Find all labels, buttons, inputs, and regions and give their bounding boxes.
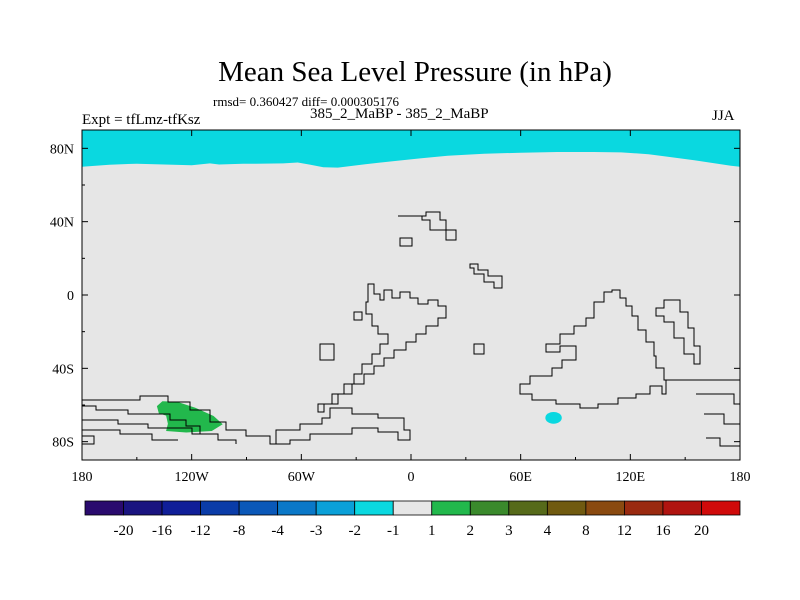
colorbar-swatch bbox=[469, 500, 510, 516]
coastline-arabia bbox=[469, 263, 503, 289]
coastline-island-mid bbox=[319, 343, 335, 361]
colorbar-swatch bbox=[546, 500, 587, 516]
colorbar-label: 4 bbox=[544, 523, 552, 539]
experiment-label: Expt = tfLmz-tfKsz bbox=[82, 112, 201, 128]
shaded-regions bbox=[82, 130, 740, 433]
chart-subtitle: 385_2_MaBP - 385_2_MaBP bbox=[310, 106, 489, 122]
x-axis: 180 120W 60W 0 60E 120E 180 bbox=[72, 130, 751, 485]
x-tick-label: 180 bbox=[72, 470, 93, 485]
region-indian-ocean-patch bbox=[545, 411, 562, 424]
colorbar-label: 16 bbox=[655, 523, 671, 539]
colorbar-label: 2 bbox=[467, 523, 475, 539]
y-tick-label: 0 bbox=[67, 289, 74, 304]
y-axis: 80N 40N 0 40S 80S bbox=[50, 142, 740, 451]
colorbar-label: 12 bbox=[617, 523, 632, 539]
colorbar: -20 -16 -12 -8 -4 -3 -2 -1 1 2 3 4 8 12 16 20 bbox=[84, 500, 741, 539]
colorbar-label: 8 bbox=[582, 523, 590, 539]
colorbar-label: -2 bbox=[348, 523, 361, 539]
y-tick-label: 40N bbox=[50, 216, 74, 231]
colorbar-swatch bbox=[238, 500, 279, 516]
x-tick-label: 180 bbox=[730, 470, 751, 485]
coastline-antarctic-peninsula bbox=[275, 407, 411, 445]
plot-background bbox=[82, 130, 740, 460]
coastline-island-small bbox=[353, 311, 363, 321]
coastline-north-africa bbox=[398, 211, 457, 241]
colorbar-swatch bbox=[277, 500, 317, 516]
x-tick-label: 60W bbox=[288, 470, 316, 485]
y-tick-label: 80N bbox=[50, 142, 74, 157]
colorbar-label: 1 bbox=[428, 523, 436, 539]
coastline-australia bbox=[519, 289, 667, 409]
x-tick-label: 120E bbox=[616, 470, 646, 485]
x-tick-label: 0 bbox=[408, 470, 415, 485]
colorbar-label: 3 bbox=[505, 523, 513, 539]
colorbar-swatch bbox=[662, 500, 702, 516]
colorbar-swatch bbox=[200, 500, 240, 516]
x-tick-label: 120W bbox=[175, 470, 210, 485]
chart-title: Mean Sea Level Pressure (in hPa) bbox=[218, 56, 612, 88]
coastline-africa-lake bbox=[399, 237, 413, 247]
colorbar-swatch bbox=[84, 500, 124, 516]
colorbar-swatch bbox=[354, 500, 394, 516]
coastline-south-america bbox=[317, 283, 447, 413]
coastline-island-east bbox=[473, 343, 485, 355]
coastlines bbox=[82, 211, 740, 447]
rmsd-diff-stats: rmsd= 0.360427 diff= 0.000305176 bbox=[213, 94, 399, 109]
colorbar-swatch bbox=[701, 500, 741, 516]
season-label: JJA bbox=[712, 108, 735, 124]
x-tick-label: 60E bbox=[509, 470, 532, 485]
y-tick-label: 80S bbox=[52, 436, 74, 451]
coastline-southern-ocean-east bbox=[666, 379, 740, 447]
coastline-new-zealand bbox=[655, 299, 701, 365]
colorbar-swatch bbox=[123, 500, 163, 516]
region-arctic-band bbox=[82, 130, 740, 168]
colorbar-label: -20 bbox=[114, 523, 134, 539]
colorbar-label: -12 bbox=[191, 523, 211, 539]
colorbar-label: -8 bbox=[233, 523, 246, 539]
colorbar-swatch bbox=[315, 500, 356, 516]
colorbar-swatch bbox=[161, 500, 201, 516]
colorbar-swatch bbox=[508, 500, 548, 516]
colorbar-swatch bbox=[392, 500, 433, 516]
colorbar-swatch bbox=[431, 500, 471, 516]
coastline-pacific-west bbox=[82, 395, 276, 445]
colorbar-label: -4 bbox=[271, 523, 284, 539]
colorbar-label: -16 bbox=[152, 523, 172, 539]
colorbar-label: 20 bbox=[694, 523, 709, 539]
colorbar-label: -3 bbox=[310, 523, 323, 539]
y-tick-label: 40S bbox=[52, 362, 74, 377]
colorbar-label: -1 bbox=[387, 523, 400, 539]
colorbar-swatch bbox=[624, 500, 664, 516]
region-south-pacific-patch bbox=[156, 401, 223, 433]
colorbar-swatch bbox=[585, 500, 625, 516]
